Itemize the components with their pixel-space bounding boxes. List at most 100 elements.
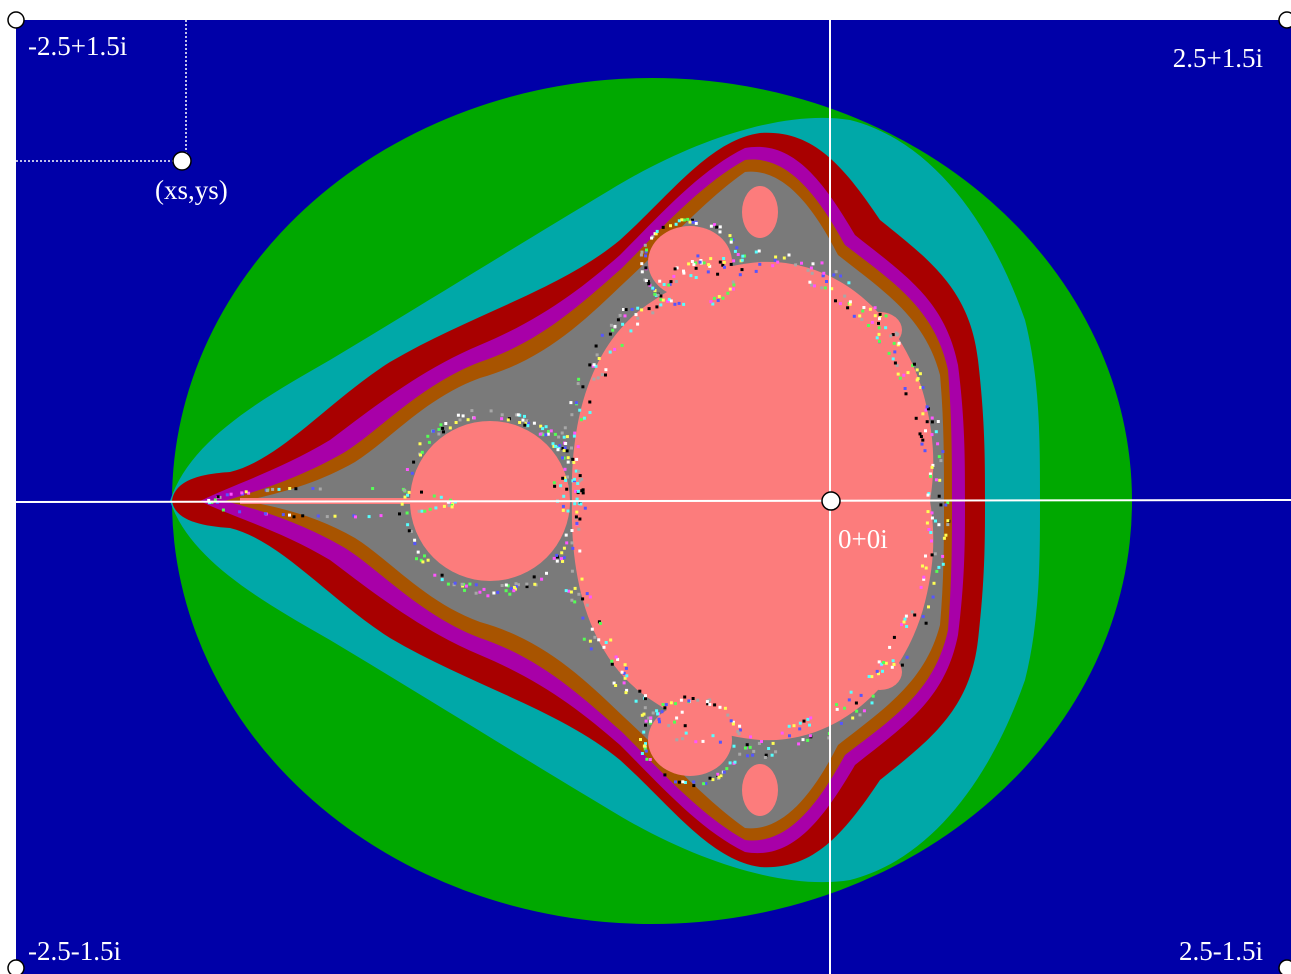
fringe-speck (926, 510, 930, 514)
fringe-speck (581, 491, 585, 495)
label-origin: 0+0i (838, 524, 888, 554)
fringe-speck (672, 274, 676, 278)
fringe-speck (564, 476, 567, 480)
fringe-speck (610, 659, 614, 663)
fringe-speck (573, 502, 577, 506)
fringe-speck (647, 282, 651, 286)
fringe-speck (846, 306, 850, 310)
fringe-speck (418, 442, 422, 446)
fringe-speck (810, 271, 814, 275)
fringe-speck (523, 414, 526, 418)
fringe-speck (731, 722, 735, 726)
fringe-speck (682, 218, 686, 222)
fringe-speck (868, 307, 872, 311)
fringe-speck (562, 546, 566, 550)
corner-handle-bottom-left[interactable] (7, 959, 25, 974)
fringe-speck (288, 487, 292, 490)
fringe-speck (656, 293, 660, 297)
fringe-speck (398, 512, 401, 516)
fringe-speck (578, 479, 582, 483)
fringe-speck (930, 420, 934, 424)
fringe-speck (405, 468, 409, 471)
fringe-speck (570, 569, 574, 573)
fringe-speck (629, 329, 633, 333)
fringe-speck (526, 424, 530, 428)
fringe-speck (878, 339, 881, 343)
fringe-speck (944, 503, 948, 507)
corner-handle-top-left[interactable] (7, 11, 25, 29)
fringe-speck (590, 627, 594, 631)
fringe-speck (265, 489, 269, 493)
fringe-speck (726, 291, 730, 295)
fringe-speck (644, 749, 648, 753)
fringe-speck (713, 223, 716, 227)
fringe-speck (677, 301, 681, 305)
fringe-speck (675, 738, 679, 742)
fringe-speck (875, 336, 879, 340)
fringe-speck (921, 412, 925, 416)
fringe-speck (930, 511, 934, 515)
fringe-speck (546, 432, 550, 436)
fringe-speck (925, 420, 929, 424)
corner-handle-top-right[interactable] (1278, 11, 1291, 29)
fringe-speck (897, 341, 901, 345)
fringe-speck (924, 566, 928, 570)
fringe-speck (525, 582, 529, 586)
fringe-speck (421, 560, 425, 564)
fringe-speck (664, 703, 668, 707)
fringe-speck (946, 501, 950, 505)
fringe-speck (569, 401, 573, 405)
fringe-speck (922, 575, 926, 579)
origin-marker[interactable] (821, 491, 841, 511)
fringe-speck (649, 716, 653, 720)
fringe-speck (921, 564, 924, 568)
fringe-speck (560, 557, 563, 561)
fringe-speck (771, 264, 775, 268)
fringe-speck (570, 598, 574, 602)
fringe-speck (624, 691, 628, 695)
fringe-speck (694, 221, 698, 225)
fringe-speck (732, 259, 736, 263)
label-top-right: 2.5+1.5i (1173, 43, 1263, 73)
fringe-speck (650, 236, 654, 240)
fringe-speck (579, 502, 583, 506)
fringe-speck (453, 581, 457, 585)
fringe-speck (651, 311, 655, 315)
fringe-speck (622, 681, 626, 685)
fringe-speck (877, 660, 881, 664)
fringe-speck (400, 502, 404, 506)
fringe-speck (683, 724, 687, 728)
fringe-speck (544, 425, 548, 429)
fringe-speck (564, 478, 568, 482)
fringe-speck (651, 286, 655, 290)
fringe-speck (575, 457, 579, 461)
fringe-speck (809, 266, 813, 270)
fringe-speck (662, 283, 666, 286)
fringe-speck (482, 587, 486, 591)
fringe-speck (508, 592, 512, 596)
fringe-speck (407, 529, 411, 533)
fringe-speck (823, 286, 827, 290)
fringe-speck (610, 662, 614, 666)
fringe-speck (643, 747, 647, 751)
fringe-speck (427, 440, 431, 444)
fringe-speck (644, 279, 648, 283)
fringe-speck (576, 445, 580, 449)
fringe-speck (667, 297, 671, 301)
fringe-speck (645, 757, 649, 761)
fringe-speck (728, 287, 732, 291)
fringe-speck (774, 750, 778, 754)
fringe-speck (420, 450, 424, 454)
fringe-speck (746, 754, 749, 758)
fringe-speck (891, 357, 895, 361)
fringe-speck (946, 523, 950, 527)
fringe-speck (711, 778, 715, 782)
fringe-speck (570, 413, 574, 417)
start-point-marker[interactable] (172, 151, 192, 171)
fringe-speck (843, 294, 847, 298)
fringe-speck (835, 703, 838, 707)
fringe-speck (647, 307, 651, 311)
corner-handle-bottom-right[interactable] (1278, 959, 1291, 974)
fringe-speck (333, 514, 337, 518)
fringe-speck (716, 299, 720, 302)
